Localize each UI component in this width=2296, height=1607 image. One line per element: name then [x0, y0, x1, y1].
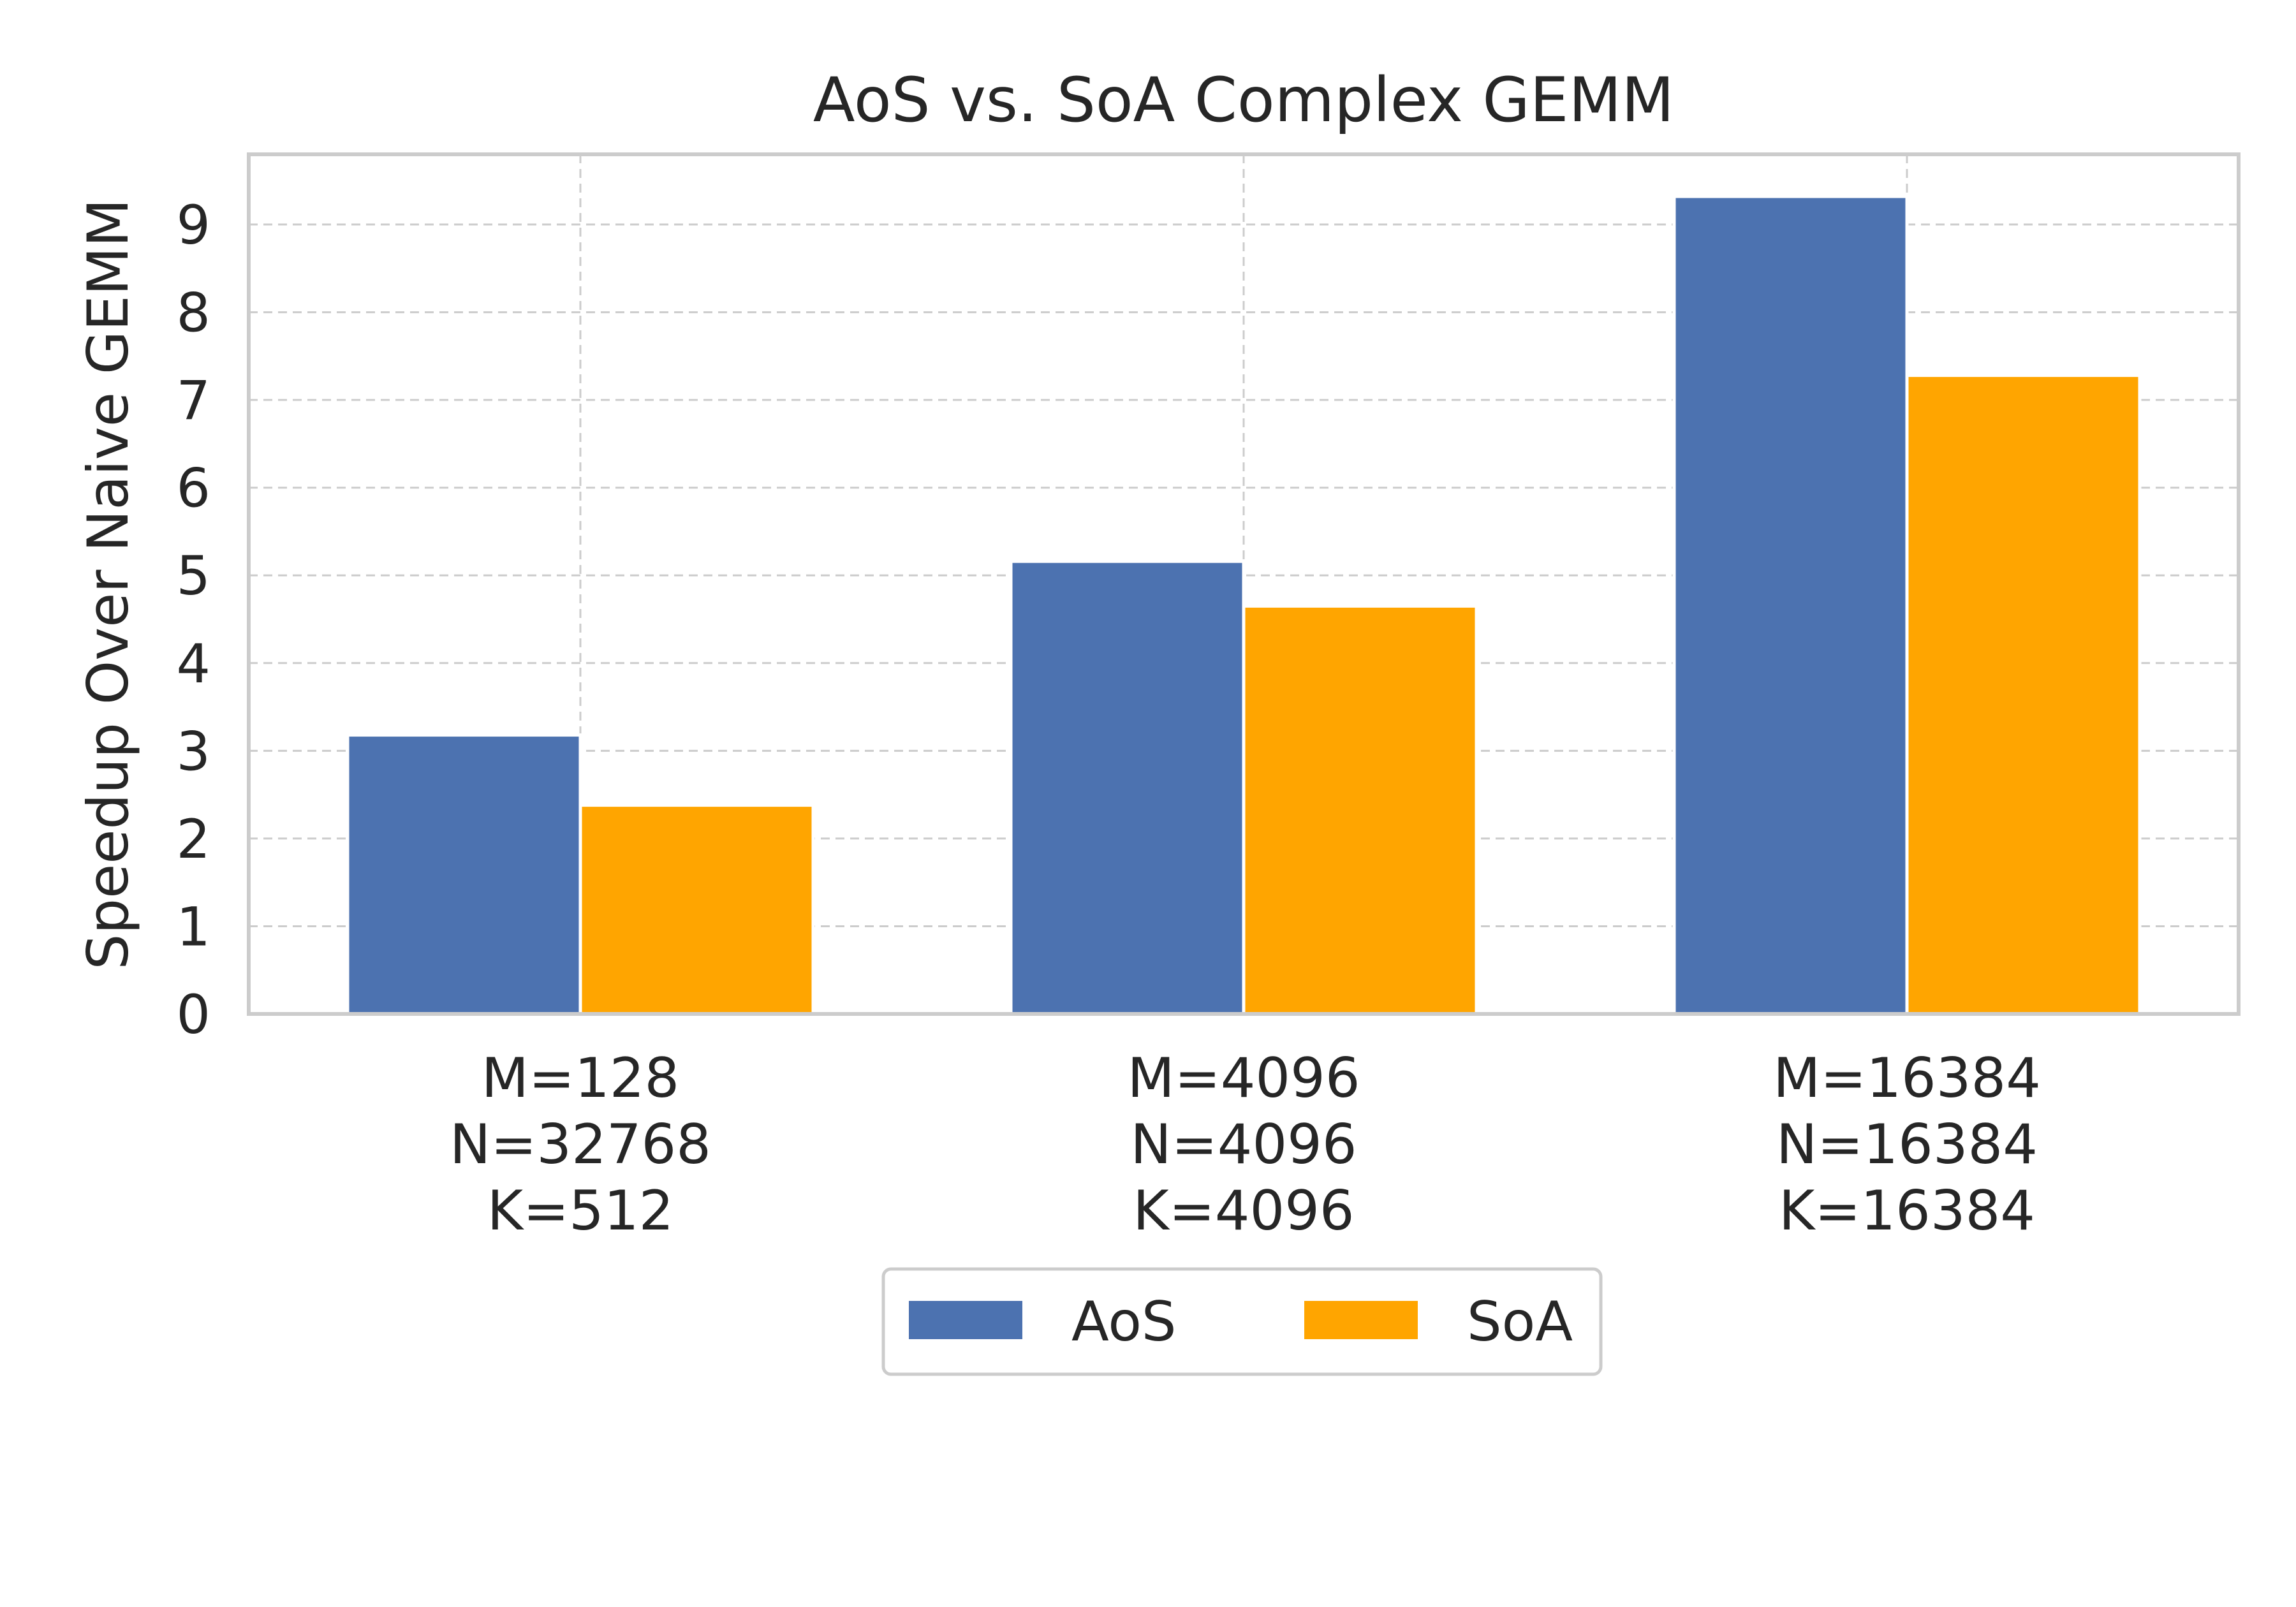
legend-label-soa: SoA: [1467, 1290, 1573, 1354]
bar-soa-2: [1242, 604, 1478, 1016]
x-tick-label: M=4096 N=4096 K=4096: [1127, 1046, 1360, 1243]
x-tick-label: M=16384 N=16384 K=16384: [1773, 1046, 2041, 1243]
chart-title: AoS vs. SoA Complex GEMM: [813, 64, 1674, 136]
bar-soa-1: [578, 804, 815, 1016]
y-tick-label: 0: [177, 983, 210, 1046]
bar-aos-2: [1009, 559, 1246, 1016]
bar-soa-3: [1905, 374, 2142, 1016]
x-tick-labels: M=128 N=32768 K=512 M=4096 N=4096 K=4096 M=163…: [450, 1046, 2041, 1243]
y-tick-label: 5: [177, 545, 210, 607]
legend-swatch-aos: [909, 1301, 1022, 1339]
y-tick-label: 8: [177, 282, 210, 344]
y-tick-label: 6: [177, 457, 210, 520]
bar-aos-3: [1672, 194, 1909, 1016]
y-tick-label: 2: [177, 808, 210, 870]
legend-swatch-soa: [1304, 1301, 1418, 1339]
legend: AoS SoA: [881, 1267, 1603, 1376]
legend-box: [881, 1267, 1603, 1376]
x-tick-label: M=128 N=32768 K=512: [450, 1046, 711, 1243]
y-tick-label: 4: [177, 633, 210, 695]
y-tick-label: 1: [177, 895, 210, 958]
y-tick-label: 9: [177, 194, 210, 256]
legend-label-aos: AoS: [1071, 1290, 1177, 1354]
plot-frame: [247, 152, 2241, 1016]
y-tick-labels: 0 1 2 3 4 5 6 7 8 9: [177, 194, 210, 1046]
y-tick-label: 7: [177, 369, 210, 432]
y-axis-label: Speedup Over Naive GEMM: [75, 198, 141, 969]
bar-aos-1: [346, 733, 582, 1016]
y-tick-label: 3: [177, 720, 210, 782]
